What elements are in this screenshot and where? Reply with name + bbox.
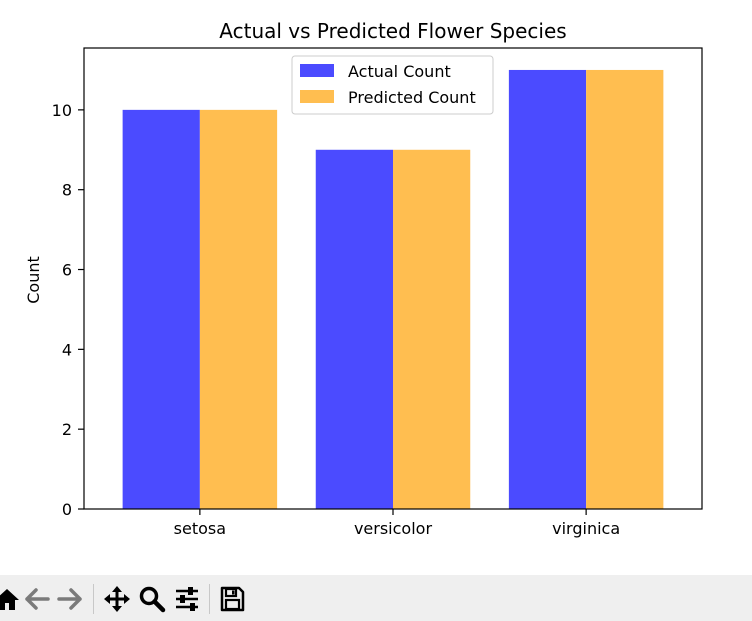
bar-predicted-versicolor [393, 149, 471, 509]
x-tick-label: setosa [174, 519, 226, 538]
home-button[interactable] [0, 584, 22, 614]
x-tick-label: versicolor [354, 519, 432, 538]
legend-label: Actual Count [348, 62, 451, 81]
bar-actual-virginica [508, 69, 587, 509]
back-button[interactable] [22, 584, 52, 614]
bar-predicted-setosa [199, 109, 278, 510]
y-tick-label: 6 [62, 261, 72, 280]
x-axis-ticks: setosa versicolor virginica [174, 509, 620, 538]
bar-actual-versicolor [315, 149, 393, 509]
y-tick-label: 4 [62, 340, 72, 359]
toolbar-separator [209, 584, 210, 614]
magnifier-icon [139, 586, 166, 613]
home-icon [0, 589, 19, 610]
forward-button[interactable] [55, 584, 85, 614]
legend-swatch [300, 90, 334, 103]
x-tick-label: virginica [552, 519, 620, 538]
toolbar-separator [93, 584, 94, 614]
bars-layer [122, 69, 664, 510]
plot-frame [83, 47, 703, 510]
bar-predicted-virginica [586, 69, 664, 509]
figure: Actual vs Predicted Flower Species Count… [24, 19, 703, 538]
legend-label: Predicted Count [348, 88, 476, 107]
chart-title: Actual vs Predicted Flower Species [219, 19, 566, 43]
move-icon [104, 586, 130, 612]
y-tick-label: 10 [52, 101, 72, 120]
arrow-left-icon [25, 588, 50, 610]
configure-subplots-button[interactable] [172, 584, 202, 614]
navigation-toolbar [0, 575, 752, 621]
sliders-icon [176, 587, 198, 611]
y-tick-label: 2 [62, 420, 72, 439]
pan-button[interactable] [102, 584, 132, 614]
y-axis-label: Count [24, 256, 43, 304]
legend-frame [291, 55, 494, 115]
legend-swatch [300, 64, 334, 77]
y-tick-label: 8 [62, 181, 72, 200]
save-button[interactable] [217, 584, 247, 614]
bar-actual-setosa [122, 109, 200, 510]
legend: Actual Count Predicted Count [291, 55, 494, 115]
zoom-button[interactable] [137, 584, 167, 614]
y-tick-label: 0 [62, 500, 72, 519]
y-axis-ticks: 0 2 4 6 8 10 [52, 101, 84, 519]
bar-chart: Actual vs Predicted Flower Species Count… [24, 19, 703, 538]
arrow-right-icon [57, 588, 82, 610]
floppy-disk-icon [220, 586, 245, 612]
